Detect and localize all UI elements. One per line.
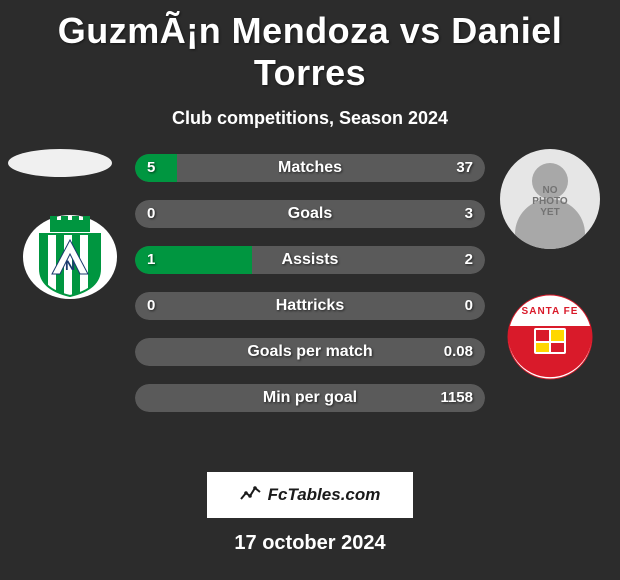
branding-badge: FcTables.com xyxy=(207,472,413,518)
stat-value-right: 0 xyxy=(465,292,473,320)
comparison-main: N NO PHOTO YET SANTA FE xyxy=(0,154,620,454)
club-right-crest: SANTA FE xyxy=(500,294,600,394)
stat-row-assists: Assists1 2 xyxy=(135,246,485,274)
stat-value-left: 1 xyxy=(147,246,155,274)
no-photo-placeholder: NO PHOTO YET xyxy=(500,149,600,249)
svg-text:SANTA FE: SANTA FE xyxy=(522,306,579,317)
player-right-photo: NO PHOTO YET xyxy=(500,149,605,254)
branding-icon xyxy=(240,484,262,507)
club-left-crest: N xyxy=(20,214,120,314)
page-subtitle: Club competitions, Season 2024 xyxy=(0,108,620,129)
stat-value-right: 2 xyxy=(465,246,473,274)
page-title: GuzmÃ¡n Mendoza vs Daniel Torres xyxy=(0,0,620,94)
stat-label: Assists xyxy=(135,246,485,274)
stat-label: Min per goal xyxy=(135,384,485,412)
stat-row-hattricks: Hattricks0 0 xyxy=(135,292,485,320)
footer-date: 17 october 2024 xyxy=(0,532,620,555)
stat-row-min-per-goal: Min per goal1158 xyxy=(135,384,485,412)
stat-label: Goals xyxy=(135,200,485,228)
stat-label: Goals per match xyxy=(135,338,485,366)
stat-row-goals: Goals0 3 xyxy=(135,200,485,228)
stat-label: Matches xyxy=(135,154,485,182)
no-photo-label: NO PHOTO YET xyxy=(500,185,600,218)
stat-value-right: 3 xyxy=(465,200,473,228)
stat-value-left: 0 xyxy=(147,200,155,228)
stat-row-goals-per-match: Goals per match0.08 xyxy=(135,338,485,366)
stat-bars: Matches537Goals03Assists12Hattricks00Goa… xyxy=(135,154,485,430)
stat-label: Hattricks xyxy=(135,292,485,320)
svg-text:N: N xyxy=(65,257,75,273)
player-left-ellipse xyxy=(8,149,112,177)
stat-value-right: 1158 xyxy=(440,384,473,412)
branding-text: FcTables.com xyxy=(268,485,381,505)
stat-value-right: 0.08 xyxy=(444,338,473,366)
stat-value-left: 0 xyxy=(147,292,155,320)
stat-value-left: 5 xyxy=(147,154,155,182)
stat-row-matches: Matches5 37 xyxy=(135,154,485,182)
stat-value-right: 37 xyxy=(456,154,473,182)
